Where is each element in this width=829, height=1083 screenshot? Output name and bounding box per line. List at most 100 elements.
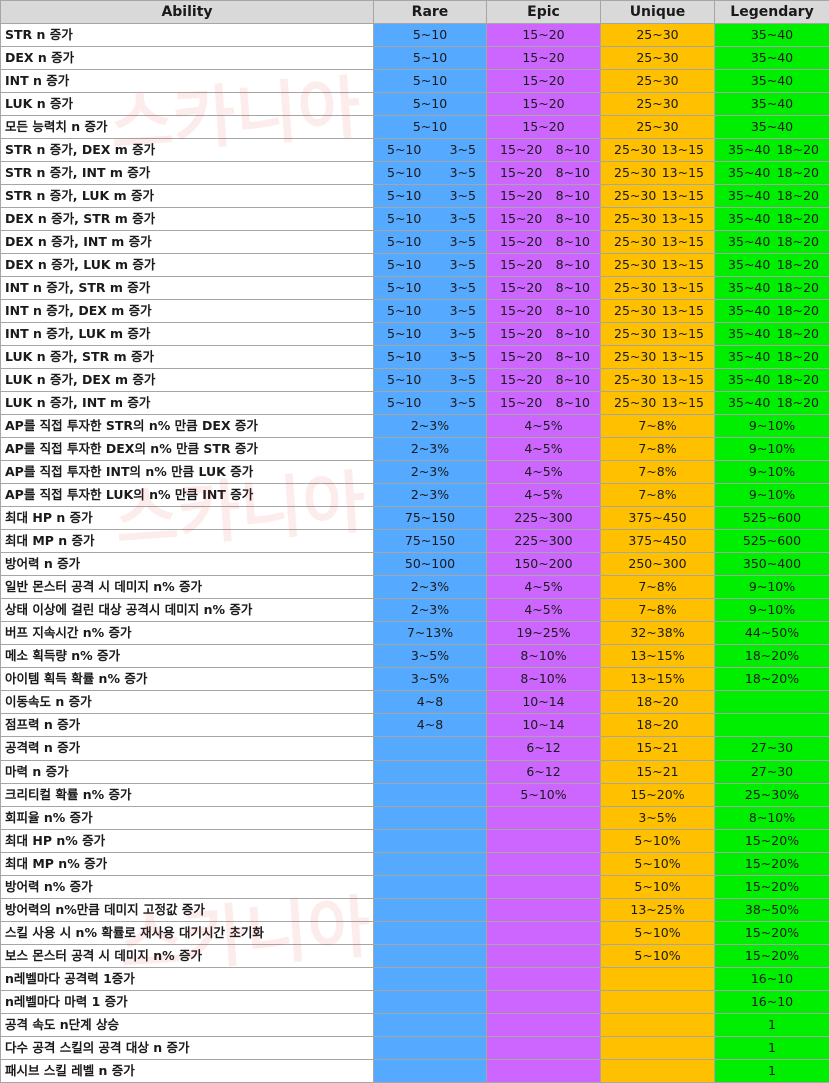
unique-value-cell: 7~8% bbox=[600, 483, 715, 508]
unique-value-cell: 5~10% bbox=[600, 851, 715, 876]
rare-value-cell: 5~10 3~5 bbox=[373, 253, 487, 278]
ability-name: 아이템 획득 확률 n% 증가 bbox=[0, 667, 374, 692]
rare-value: 2~3% bbox=[410, 487, 450, 503]
legendary-value-cell: 1 bbox=[714, 1058, 829, 1083]
table-row: STR n 증가 5~10 15~20 25~30 35~40 bbox=[0, 22, 829, 48]
epic-value: 8~10 bbox=[555, 280, 590, 296]
legendary-value-cell: 27~30 bbox=[714, 736, 829, 761]
unique-value-cell bbox=[600, 1012, 715, 1037]
unique-value-cell: 25~30 13~15 bbox=[600, 161, 715, 186]
legendary-value-cell: 15~20% bbox=[714, 943, 829, 968]
epic-value: 15~20 bbox=[500, 257, 543, 273]
unique-value: 25~30 bbox=[614, 303, 657, 319]
rare-value-cell: 5~10 3~5 bbox=[373, 161, 487, 186]
unique-value: 18~20 bbox=[636, 717, 679, 733]
rare-value-cell: 5~10 bbox=[373, 22, 487, 48]
unique-value-cell: 15~20% bbox=[600, 782, 715, 807]
unique-value-cell: 25~30 13~15 bbox=[600, 345, 715, 370]
rare-value: 4~8 bbox=[416, 717, 444, 733]
ability-name: INT n 증가, STR m 증가 bbox=[0, 276, 374, 301]
table-row: 방어력의 n%만큼 데미지 고정값 증가 13~25% 38~50% bbox=[0, 897, 829, 922]
unique-value-cell: 13~15% bbox=[600, 667, 715, 692]
epic-value: 15~20 bbox=[500, 303, 543, 319]
unique-value-cell: 25~30 13~15 bbox=[600, 138, 715, 163]
unique-value-cell: 15~21 bbox=[600, 759, 715, 784]
unique-value: 25~30 bbox=[614, 280, 657, 296]
ability-name: 버프 지속시간 n% 증가 bbox=[0, 621, 374, 646]
epic-value: 8~10 bbox=[555, 372, 590, 388]
unique-value-cell: 25~30 bbox=[600, 46, 715, 71]
legendary-value-cell: 9~10% bbox=[714, 483, 829, 508]
table-row: 최대 MP n% 증가 5~10% 15~20% bbox=[0, 851, 829, 876]
legendary-value-cell: 15~20% bbox=[714, 828, 829, 853]
table-row: LUK n 증가, INT m 증가 5~10 3~5 15~20 8~10 25~30 1… bbox=[0, 391, 829, 416]
legendary-value: 1 bbox=[768, 1062, 776, 1078]
table-row: 상태 이상에 걸린 대상 공격시 데미지 n% 증가 2~3% 4~5% 7~8% 9~… bbox=[0, 598, 829, 623]
unique-value-cell: 375~450 bbox=[600, 506, 715, 531]
unique-value: 375~450 bbox=[628, 510, 687, 526]
epic-value-cell: 19~25% bbox=[486, 621, 601, 646]
rare-value-cell: 50~100 bbox=[373, 552, 487, 577]
epic-value-cell: 8~10% bbox=[486, 667, 601, 692]
epic-value-cell: 225~300 bbox=[486, 506, 601, 531]
ability-name: 메소 획득량 n% 증가 bbox=[0, 644, 374, 669]
unique-value: 5~10% bbox=[634, 947, 681, 963]
epic-value: 15~20 bbox=[500, 372, 543, 388]
epic-value-cell: 15~20 8~10 bbox=[486, 322, 601, 347]
ability-name: STR n 증가, LUK m 증가 bbox=[0, 184, 374, 209]
legendary-value: 15~20% bbox=[744, 855, 800, 871]
table-row: INT n 증가, DEX m 증가 5~10 3~5 15~20 8~10 25~30 1… bbox=[0, 299, 829, 324]
ability-name: 보스 몬스터 공격 시 데미지 n% 증가 bbox=[0, 943, 374, 968]
ability-name: DEX n 증가, STR m 증가 bbox=[0, 207, 374, 232]
epic-value-cell: 15~20 bbox=[486, 69, 601, 94]
rare-value: 5~10 bbox=[412, 27, 448, 42]
table-row: 보스 몬스터 공격 시 데미지 n% 증가 5~10% 15~20% bbox=[0, 943, 829, 968]
rare-value: 3~5 bbox=[449, 280, 476, 296]
legendary-value: 35~40 bbox=[750, 27, 794, 42]
epic-value-cell: 15~20 8~10 bbox=[486, 161, 601, 186]
legendary-value-cell: 9~10% bbox=[714, 437, 829, 462]
ability-name: 패시브 스킬 레벨 n 증가 bbox=[0, 1058, 374, 1083]
rare-value: 2~3% bbox=[410, 418, 450, 434]
unique-value: 25~30 bbox=[614, 326, 657, 342]
rare-value: 3~5 bbox=[449, 303, 476, 319]
unique-value: 5~10% bbox=[634, 924, 681, 940]
legendary-value: 16~10 bbox=[750, 993, 794, 1009]
epic-value-cell bbox=[486, 805, 601, 830]
header-rare: Rare bbox=[373, 0, 487, 24]
unique-value: 25~30 bbox=[614, 349, 657, 365]
legendary-value: 35~40 bbox=[750, 119, 794, 135]
ability-name: 방어력 n 증가 bbox=[0, 552, 374, 577]
legendary-value-cell: 35~40 18~20 bbox=[714, 322, 829, 347]
rare-value: 3~5% bbox=[410, 671, 450, 687]
table-row: 스킬 사용 시 n% 확률로 재사용 대기시간 초기화 5~10% 15~20% bbox=[0, 920, 829, 945]
unique-value: 7~8% bbox=[638, 602, 677, 618]
epic-value-cell: 15~20 bbox=[486, 115, 601, 140]
epic-value: 8~10 bbox=[555, 349, 590, 365]
legendary-value-cell: 9~10% bbox=[714, 598, 829, 623]
table-row: 메소 획득량 n% 증가 3~5% 8~10% 13~15% 18~20% bbox=[0, 644, 829, 669]
table-row: 이동속도 n 증가 4~8 10~14 18~20 bbox=[0, 690, 829, 715]
epic-value: 6~12 bbox=[526, 740, 561, 756]
table-row: 회피율 n% 증가 3~5% 8~10% bbox=[0, 805, 829, 830]
table-row: 공격 속도 n단계 상승 1 bbox=[0, 1012, 829, 1037]
legendary-value-cell: 35~40 18~20 bbox=[714, 230, 829, 255]
legendary-value-cell: 35~40 18~20 bbox=[714, 184, 829, 209]
unique-value-cell: 25~30 13~15 bbox=[600, 253, 715, 278]
unique-value: 25~30 bbox=[614, 142, 657, 158]
unique-value: 13~15 bbox=[661, 211, 704, 227]
ability-name: 크리티컬 확률 n% 증가 bbox=[0, 782, 374, 807]
legendary-value: 35~40 bbox=[728, 234, 771, 250]
rare-value-cell: 5~10 bbox=[373, 69, 487, 94]
epic-value-cell: 150~200 bbox=[486, 552, 601, 577]
unique-value-cell bbox=[600, 1035, 715, 1060]
table-row: n레벨마다 마력 1 증가 16~10 bbox=[0, 989, 829, 1014]
epic-value: 8~10 bbox=[555, 211, 590, 227]
ability-name: 방어력의 n%만큼 데미지 고정값 증가 bbox=[0, 897, 374, 922]
unique-value: 13~25% bbox=[630, 901, 685, 917]
ability-name: STR n 증가, INT m 증가 bbox=[0, 161, 374, 186]
ability-name: n레벨마다 마력 1 증가 bbox=[0, 989, 374, 1014]
epic-value-cell: 15~20 8~10 bbox=[486, 368, 601, 393]
legendary-value: 35~40 bbox=[750, 50, 794, 66]
